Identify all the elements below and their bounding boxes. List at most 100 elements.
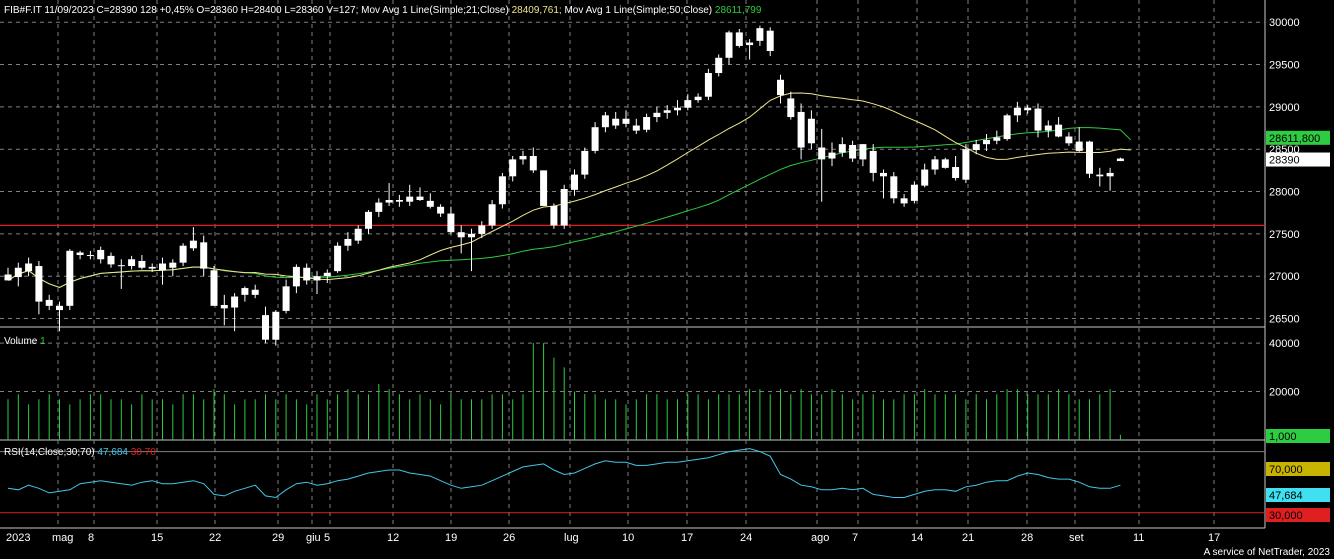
price-tick-label: 26500 bbox=[1269, 314, 1300, 326]
price-tick-label: 28000 bbox=[1269, 187, 1300, 199]
candle-body bbox=[694, 96, 702, 101]
candle-body bbox=[1055, 124, 1063, 137]
time-axis: 2023 mag 8 15 22 29 giu 5 12 19 26 lug 10 17 24 ago 7 14 2… bbox=[6, 532, 1220, 544]
candle-body bbox=[35, 266, 43, 302]
candle-body bbox=[807, 118, 815, 144]
time-tick-label: 17 bbox=[1208, 532, 1220, 544]
time-tick-label: 19 bbox=[445, 532, 457, 544]
candle-body bbox=[25, 263, 33, 272]
candle-body bbox=[828, 152, 836, 159]
volume-legend: Volume 1 bbox=[4, 336, 46, 348]
price-tick-label: 29000 bbox=[1269, 102, 1300, 114]
time-tick-label: 2023 bbox=[6, 532, 30, 544]
candle-body bbox=[746, 42, 754, 46]
candle-body bbox=[962, 149, 970, 180]
time-tick-label: 15 bbox=[151, 532, 163, 544]
candle-body bbox=[375, 202, 383, 212]
time-tick-label: 14 bbox=[911, 532, 923, 544]
candle-body bbox=[529, 155, 537, 171]
rsi70-badge: 70,000 bbox=[1269, 464, 1303, 476]
candle-body bbox=[241, 288, 249, 295]
candle-body bbox=[519, 155, 527, 160]
volume-min-badge-bg bbox=[1266, 429, 1330, 443]
candle-body bbox=[715, 57, 723, 74]
ma50-badge-bg bbox=[1266, 130, 1330, 145]
candle-body bbox=[159, 263, 166, 271]
volume-value: 1 bbox=[40, 336, 46, 347]
candle-body bbox=[1075, 141, 1083, 151]
candle-body bbox=[426, 200, 434, 207]
candle-body bbox=[1024, 107, 1032, 111]
candle-body bbox=[550, 205, 558, 226]
candle-body bbox=[4, 274, 12, 281]
candle-body bbox=[921, 169, 929, 186]
candle-body bbox=[818, 147, 826, 160]
candle-body bbox=[292, 266, 300, 287]
price-tick-label: 29500 bbox=[1269, 60, 1300, 72]
candle-body bbox=[76, 252, 84, 256]
price-tick-label: 27000 bbox=[1269, 271, 1300, 283]
candle-body bbox=[189, 240, 197, 249]
ma50-line bbox=[7, 127, 1132, 289]
candle-body bbox=[86, 255, 94, 257]
candle-body bbox=[169, 262, 177, 268]
volume-title: Volume bbox=[4, 336, 38, 347]
time-tick-label: 22 bbox=[209, 532, 221, 544]
candle-body bbox=[838, 144, 846, 153]
candle-body bbox=[1096, 174, 1104, 177]
candle-body bbox=[66, 250, 74, 306]
time-tick-label: 11 bbox=[1133, 532, 1144, 544]
candle-body bbox=[859, 144, 867, 160]
candle-body bbox=[756, 28, 764, 41]
candle-body bbox=[14, 267, 22, 278]
time-tick-label: lug bbox=[564, 532, 579, 544]
time-tick-label: 7 bbox=[852, 532, 858, 544]
candle-body bbox=[272, 311, 280, 340]
time-tick-label: giu bbox=[306, 532, 321, 544]
candle-body bbox=[571, 174, 578, 190]
candle-body bbox=[313, 276, 321, 281]
axis-badges: 28611,800 28390 1,000 70,000 47,684 30,000 bbox=[1266, 130, 1330, 522]
candle-body bbox=[787, 98, 795, 118]
time-tick-label: 21 bbox=[962, 532, 974, 544]
candle-body bbox=[1065, 136, 1073, 144]
candle-body bbox=[56, 305, 63, 311]
candle-body bbox=[498, 176, 506, 205]
rsi30-badge: 30,000 bbox=[1269, 510, 1303, 522]
candle-body bbox=[1034, 108, 1042, 131]
candle-body bbox=[993, 137, 1001, 141]
candle-body bbox=[210, 270, 218, 306]
time-tick-label: 29 bbox=[272, 532, 284, 544]
candle-body bbox=[251, 289, 259, 295]
candle-body bbox=[200, 242, 208, 269]
time-tick-label: 8 bbox=[88, 532, 94, 544]
candle-body bbox=[179, 245, 187, 263]
candle-body bbox=[220, 304, 228, 309]
price-tick-label: 27500 bbox=[1269, 229, 1300, 241]
ma21-value: 28409,761; bbox=[511, 5, 562, 16]
rsi-value-badge: 47,684 bbox=[1269, 490, 1303, 502]
time-tick-label: 28 bbox=[1021, 532, 1033, 544]
candle-body bbox=[303, 267, 311, 281]
ohlc-text: FIB#F.IT 11/09/2023 C=28390 128 +0,45% O… bbox=[4, 5, 359, 16]
candle-body bbox=[468, 233, 475, 238]
rsi30-badge-bg bbox=[1266, 508, 1330, 522]
candle-body bbox=[138, 260, 146, 268]
time-tick-label: 17 bbox=[681, 532, 693, 544]
price-tick-label: 30000 bbox=[1269, 17, 1300, 29]
time-tick-label: 24 bbox=[740, 532, 752, 544]
candlesticks bbox=[4, 25, 1124, 346]
candle-body bbox=[643, 117, 651, 130]
candle-body bbox=[560, 189, 568, 226]
time-tick-label: 26 bbox=[503, 532, 515, 544]
candle-body bbox=[869, 150, 877, 173]
candle-body bbox=[880, 172, 887, 177]
candle-body bbox=[581, 150, 589, 175]
ma21-legend: Mov Avg 1 Line(Simple;21;Close) bbox=[361, 5, 509, 16]
candle-body bbox=[766, 30, 774, 52]
candle-body bbox=[282, 286, 290, 311]
candle-body bbox=[45, 299, 53, 306]
candle-body bbox=[365, 211, 372, 229]
time-tick-label: 5 bbox=[324, 532, 330, 544]
